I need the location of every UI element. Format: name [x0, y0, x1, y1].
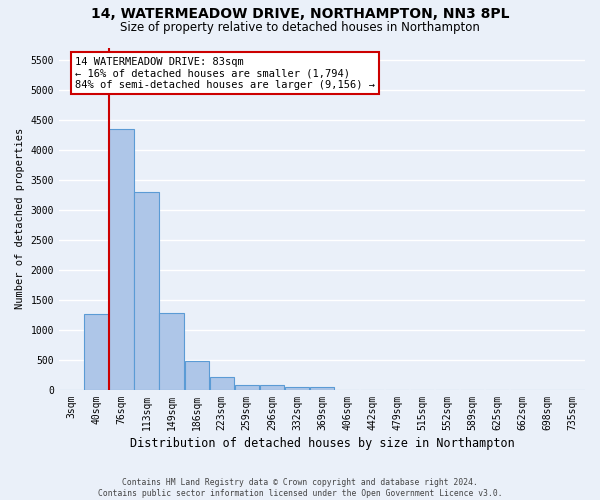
Y-axis label: Number of detached properties: Number of detached properties — [15, 128, 25, 310]
Bar — [285, 386, 309, 390]
Bar — [209, 377, 234, 390]
Bar — [260, 385, 284, 390]
Bar — [160, 313, 184, 390]
Text: Size of property relative to detached houses in Northampton: Size of property relative to detached ho… — [120, 22, 480, 35]
Bar — [185, 360, 209, 390]
Text: 14, WATERMEADOW DRIVE, NORTHAMPTON, NN3 8PL: 14, WATERMEADOW DRIVE, NORTHAMPTON, NN3 … — [91, 8, 509, 22]
X-axis label: Distribution of detached houses by size in Northampton: Distribution of detached houses by size … — [130, 437, 514, 450]
Bar — [109, 129, 134, 390]
Text: Contains HM Land Registry data © Crown copyright and database right 2024.
Contai: Contains HM Land Registry data © Crown c… — [98, 478, 502, 498]
Bar — [134, 192, 159, 390]
Text: 14 WATERMEADOW DRIVE: 83sqm
← 16% of detached houses are smaller (1,794)
84% of : 14 WATERMEADOW DRIVE: 83sqm ← 16% of det… — [75, 56, 375, 90]
Bar — [235, 384, 259, 390]
Bar — [310, 386, 334, 390]
Bar — [85, 314, 109, 390]
